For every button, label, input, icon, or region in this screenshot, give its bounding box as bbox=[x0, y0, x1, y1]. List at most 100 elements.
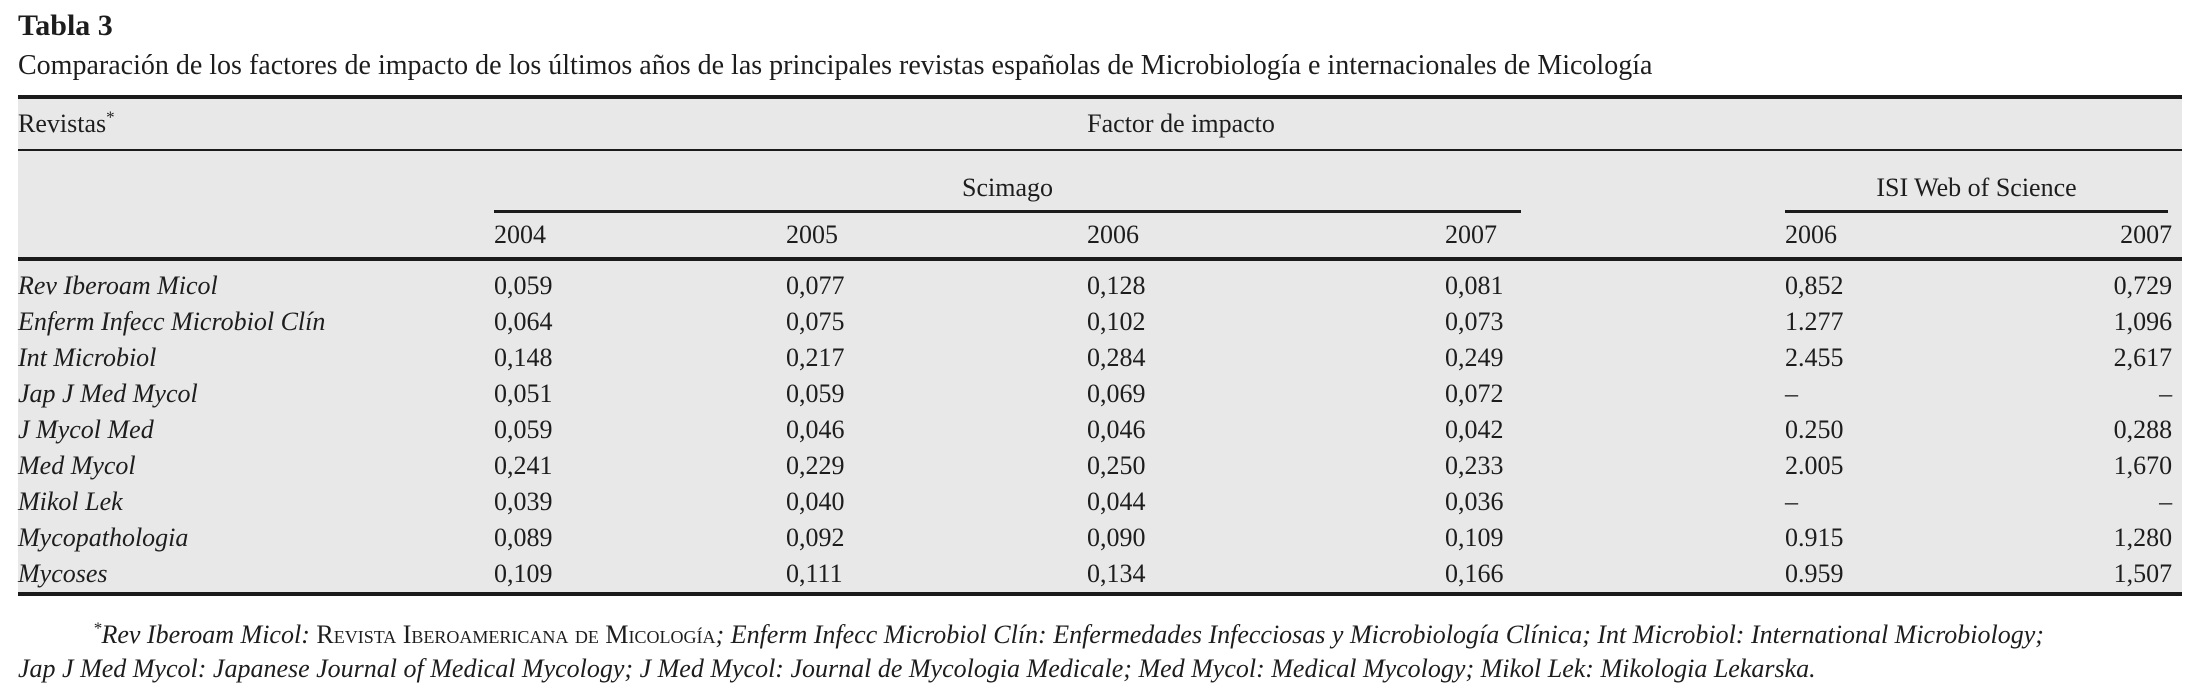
value-cell: 0,229 bbox=[786, 451, 845, 480]
value-cell: 0,148 bbox=[494, 343, 553, 372]
value-cell: 0,069 bbox=[1087, 379, 1146, 408]
footnote-line-1: *Rev Iberoam Micol: Revista Iberoamerica… bbox=[18, 618, 2182, 652]
value-cell: 0,729 bbox=[2113, 271, 2173, 300]
journal-name: Med Mycol bbox=[18, 451, 136, 480]
empty-cell bbox=[18, 213, 494, 261]
value-cell: 0,040 bbox=[786, 487, 845, 516]
column-header-factor-de-impacto: Factor de impacto bbox=[494, 99, 2183, 151]
value-cell: 2.455 bbox=[1785, 343, 1844, 372]
footnote-abbrev-expansion: Rev Iberoam Micol: bbox=[101, 620, 317, 649]
value-cell: 0,073 bbox=[1445, 307, 1504, 336]
group-cell-isi: ISI Web of Science bbox=[1785, 150, 2182, 213]
value-cell: – bbox=[1785, 487, 1798, 516]
value-cell: 0,233 bbox=[1445, 451, 1504, 480]
value-cell: 0,072 bbox=[1445, 379, 1504, 408]
journal-name: Jap J Med Mycol bbox=[18, 379, 198, 408]
value-cell: 0,059 bbox=[494, 271, 553, 300]
impact-factor-table: Revistas* Factor de impacto Scimago ISI … bbox=[18, 99, 2183, 592]
table-row: J Mycol Med 0,059 0,046 0,046 0,042 0.25… bbox=[18, 412, 2182, 448]
year-header-scimago-2007: 2007 bbox=[1445, 213, 1785, 261]
group-header-scimago: Scimago bbox=[494, 173, 1521, 213]
year-header-isi-2006: 2006 bbox=[1785, 213, 1984, 261]
journal-name: Int Microbiol bbox=[18, 343, 157, 372]
caption-block: Tabla 3 Comparación de los factores de i… bbox=[18, 0, 2182, 84]
value-cell: 0,064 bbox=[494, 307, 553, 336]
value-cell: 0,249 bbox=[1445, 343, 1504, 372]
value-cell: 0,250 bbox=[1087, 451, 1146, 480]
value-cell: 0,284 bbox=[1087, 343, 1146, 372]
value-cell: 1.277 bbox=[1785, 307, 1844, 336]
table-footnote: *Rev Iberoam Micol: Revista Iberoamerica… bbox=[18, 618, 2182, 686]
table-row: Int Microbiol 0,148 0,217 0,284 0,249 2.… bbox=[18, 340, 2182, 376]
value-cell: 0,288 bbox=[2113, 415, 2173, 444]
table-row: Med Mycol 0,241 0,229 0,250 0,233 2.005 … bbox=[18, 448, 2182, 484]
value-cell: 0,042 bbox=[1445, 415, 1504, 444]
value-cell: 0,046 bbox=[786, 415, 845, 444]
footnote-line-2: Jap J Med Mycol: Japanese Journal of Med… bbox=[18, 654, 1816, 683]
value-cell: 0,217 bbox=[786, 343, 845, 372]
year-header-isi-2007: 2007 bbox=[1984, 213, 2183, 261]
value-cell: 0,109 bbox=[1445, 523, 1504, 552]
value-cell: 0,046 bbox=[1087, 415, 1146, 444]
value-cell: 1,507 bbox=[2113, 559, 2173, 588]
value-cell: 0,036 bbox=[1445, 487, 1504, 516]
value-cell: 0,134 bbox=[1087, 559, 1146, 588]
value-cell: 0,102 bbox=[1087, 307, 1146, 336]
footnote-smallcaps-journal: Revista Iberoamericana de Micología bbox=[316, 620, 716, 649]
journal-name: Enferm Infecc Microbiol Clín bbox=[18, 307, 326, 336]
value-cell: 1,280 bbox=[2113, 523, 2173, 552]
value-cell: 0,092 bbox=[786, 523, 845, 552]
value-cell: 0,051 bbox=[494, 379, 553, 408]
value-cell: 0.250 bbox=[1785, 415, 1844, 444]
asterisk-note: * bbox=[106, 107, 115, 127]
value-cell: – bbox=[2159, 379, 2173, 408]
table-row: Jap J Med Mycol 0,051 0,059 0,069 0,072 … bbox=[18, 376, 2182, 412]
value-cell: 0,044 bbox=[1087, 487, 1146, 516]
journal-name: Mycopathologia bbox=[18, 523, 189, 552]
table-row: Enferm Infecc Microbiol Clín 0,064 0,075… bbox=[18, 304, 2182, 340]
value-cell: 0,039 bbox=[494, 487, 553, 516]
value-cell: 0,089 bbox=[494, 523, 553, 552]
footnote-marker: * bbox=[93, 618, 102, 638]
value-cell: 1,096 bbox=[2113, 307, 2173, 336]
table-band: Revistas* Factor de impacto Scimago ISI … bbox=[18, 95, 2183, 596]
footnote-abbrev-expansion: ; Enferm Infecc Microbiol Clín: Enfermed… bbox=[715, 620, 2044, 649]
value-cell: – bbox=[2159, 487, 2173, 516]
value-cell: 0,075 bbox=[786, 307, 845, 336]
year-header-scimago-2006: 2006 bbox=[1087, 213, 1445, 261]
value-cell: 0.915 bbox=[1785, 523, 1844, 552]
value-cell: 0,109 bbox=[494, 559, 553, 588]
value-cell: 0,077 bbox=[786, 271, 845, 300]
value-cell: 0,059 bbox=[494, 415, 553, 444]
value-cell: 0,166 bbox=[1445, 559, 1504, 588]
value-cell: 0,081 bbox=[1445, 271, 1504, 300]
journal-name: Mikol Lek bbox=[18, 487, 123, 516]
value-cell: 0,090 bbox=[1087, 523, 1146, 552]
header-row-top: Revistas* Factor de impacto bbox=[18, 99, 2183, 151]
value-cell: – bbox=[1785, 379, 1798, 408]
header-row-groups: Scimago ISI Web of Science bbox=[18, 150, 2182, 213]
journal-name: Mycoses bbox=[18, 559, 108, 588]
header-row-years: 2004 2005 2006 2007 2006 2007 bbox=[18, 213, 2183, 261]
value-cell: 0,241 bbox=[494, 451, 553, 480]
value-cell: 2,617 bbox=[2113, 343, 2173, 372]
journal-name: J Mycol Med bbox=[18, 415, 154, 444]
group-cell-scimago: Scimago bbox=[494, 150, 1785, 213]
value-cell: 0,852 bbox=[1785, 271, 1844, 300]
empty-cell bbox=[18, 150, 494, 213]
table-row: Mycoses 0,109 0,111 0,134 0,166 0.959 1,… bbox=[18, 556, 2182, 592]
value-cell: 0,128 bbox=[1087, 271, 1146, 300]
column-header-revistas: Revistas* bbox=[18, 99, 494, 151]
value-cell: 0,111 bbox=[786, 559, 843, 588]
revistas-label: Revistas bbox=[18, 109, 107, 138]
table-label: Tabla 3 bbox=[18, 9, 113, 42]
table-row: Rev Iberoam Micol 0,059 0,077 0,128 0,08… bbox=[18, 259, 2182, 304]
journal-name: Rev Iberoam Micol bbox=[18, 271, 218, 300]
value-cell: 1,670 bbox=[2113, 451, 2173, 480]
year-header-scimago-2005: 2005 bbox=[786, 213, 1087, 261]
value-cell: 0,059 bbox=[786, 379, 845, 408]
value-cell: 0.959 bbox=[1785, 559, 1844, 588]
table-caption: Comparación de los factores de impacto d… bbox=[18, 50, 1653, 81]
table-row: Mycopathologia 0,089 0,092 0,090 0,109 0… bbox=[18, 520, 2182, 556]
